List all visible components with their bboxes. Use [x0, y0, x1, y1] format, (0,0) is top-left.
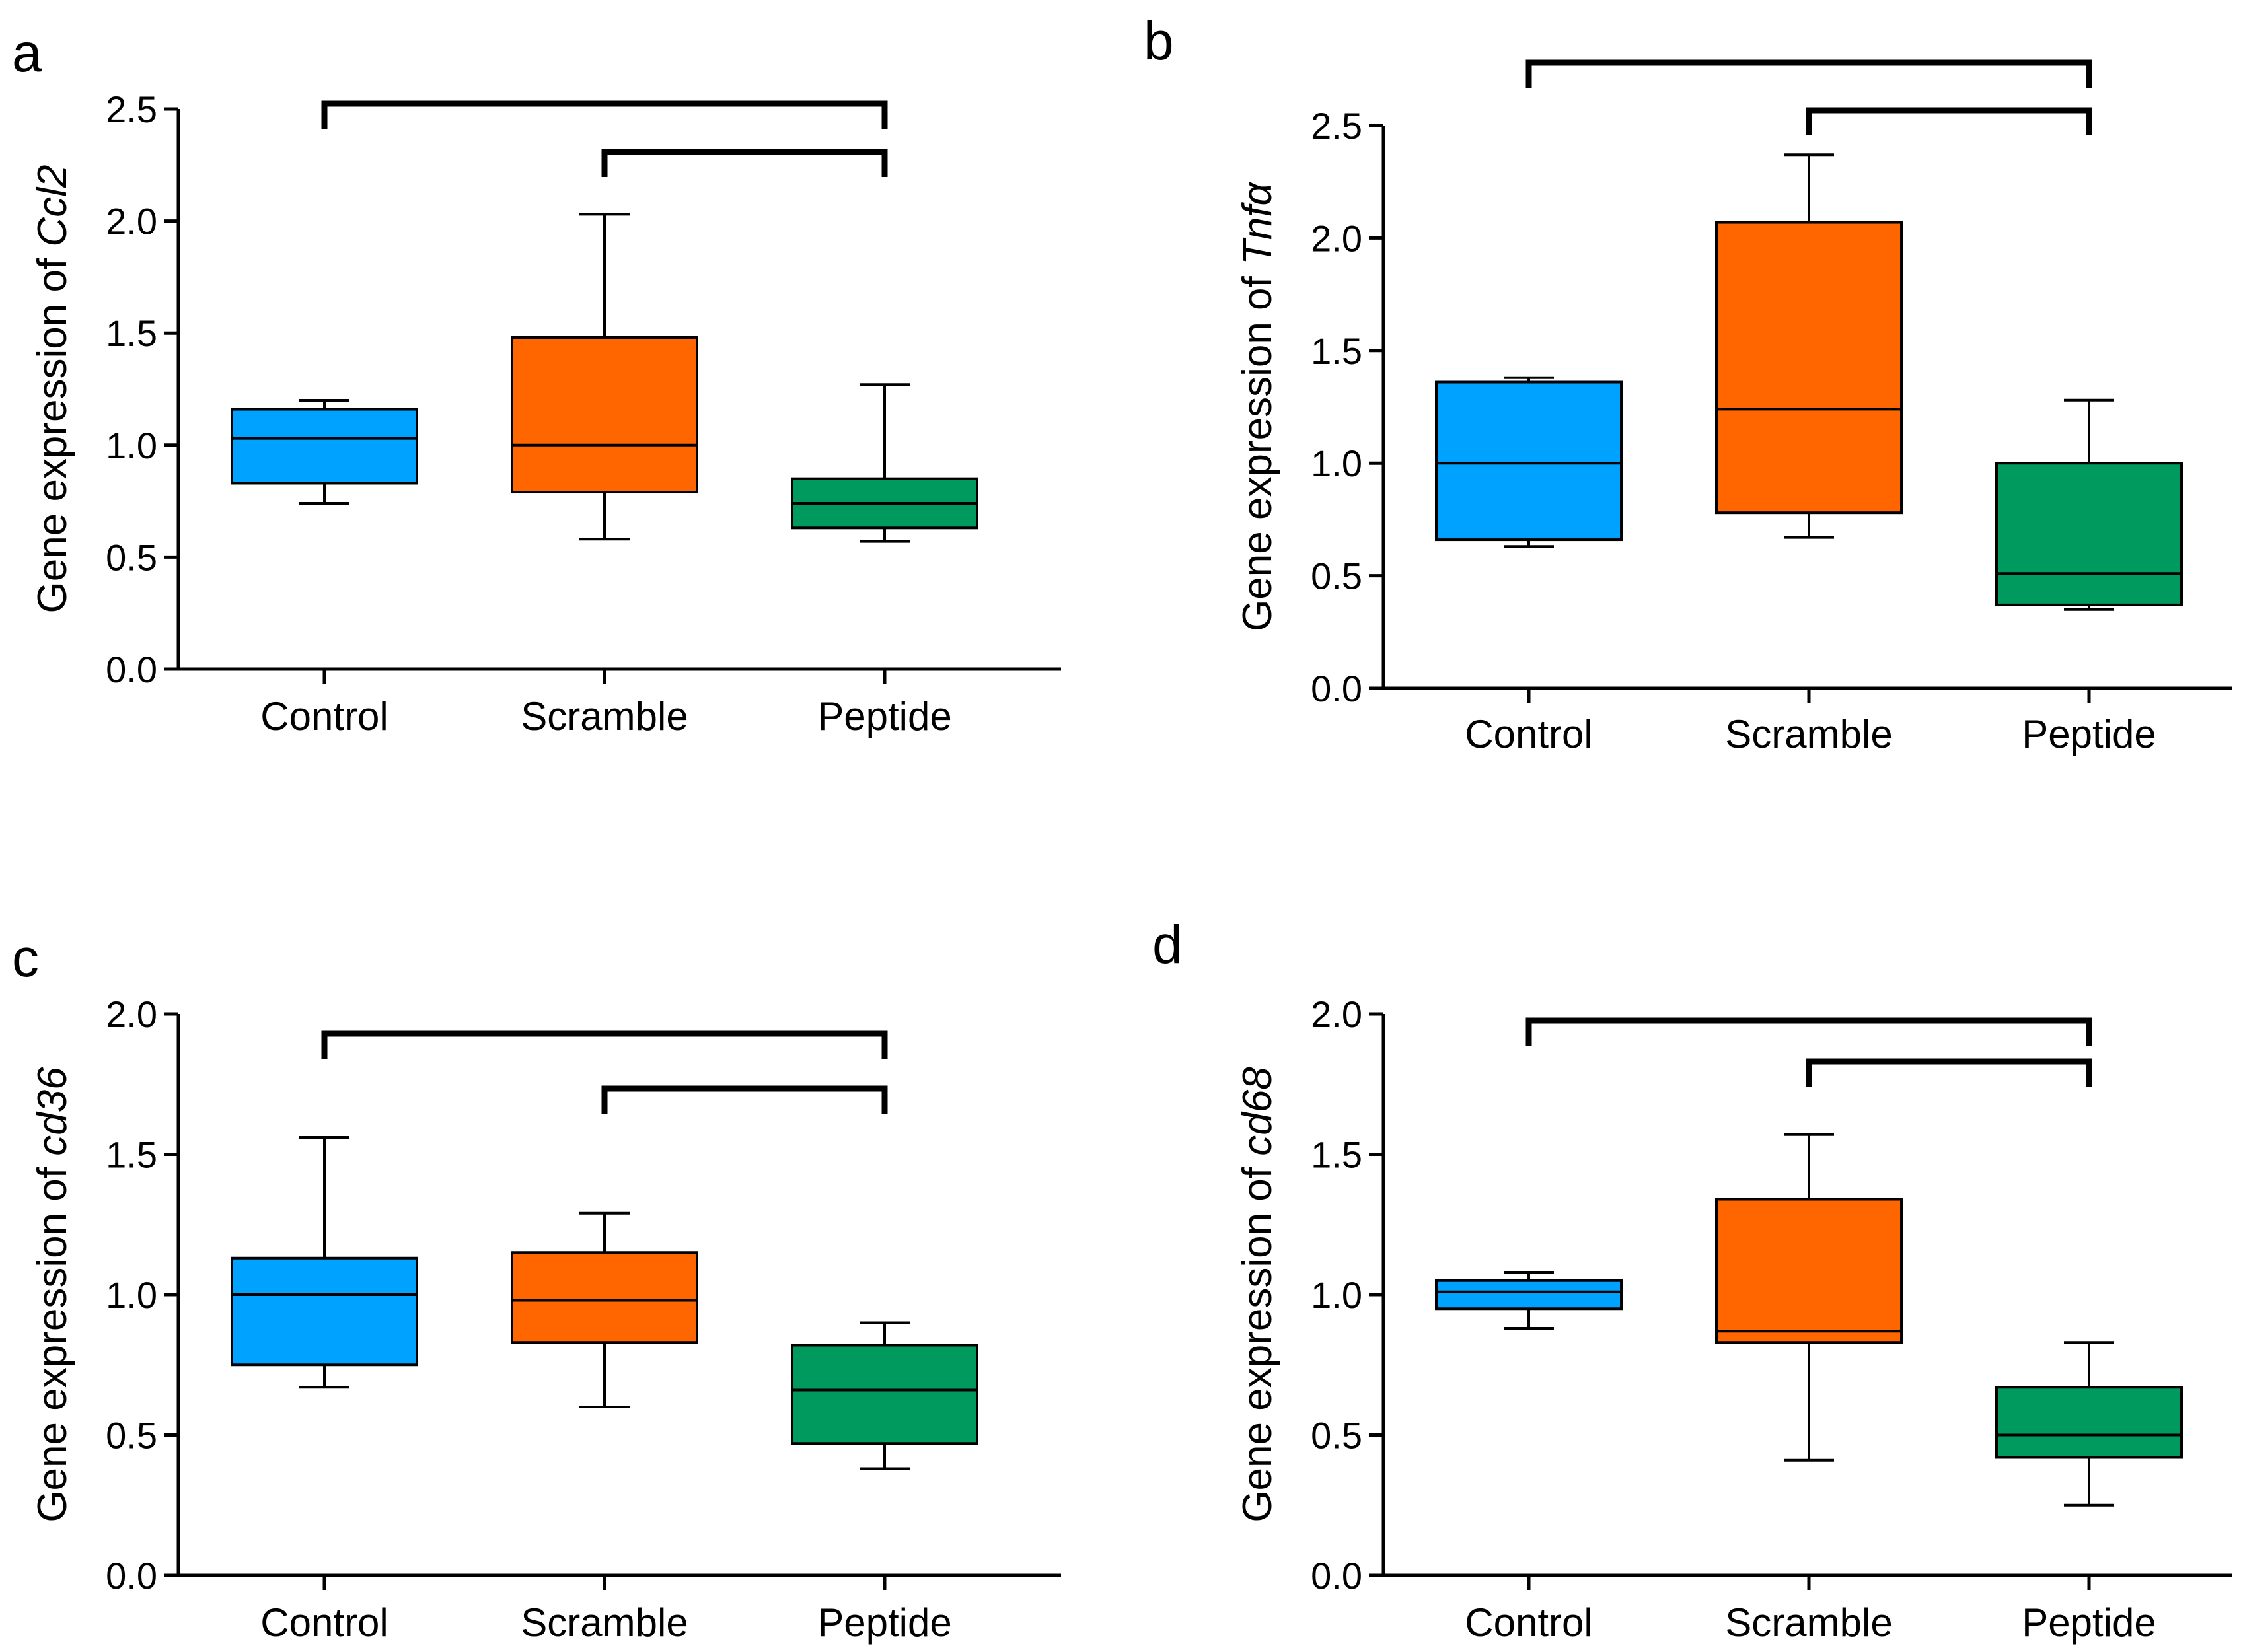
y-tick-label: 1.0 [106, 1274, 157, 1316]
y-axis-label: Gene expression of Tnfα [1235, 181, 1280, 631]
box-control [231, 1136, 418, 1389]
panel-letter-c: c [12, 928, 39, 988]
x-tick-label-scramble: Scramble [521, 1600, 688, 1645]
y-axis-label-gene: Ccl2 [30, 165, 75, 247]
y-tick-label: 1.5 [106, 1134, 157, 1176]
chart-tnfa: 0.0 0.5 1.0 1.5 2.0 2.5 Gene expression of Tnf… [1235, 59, 2232, 756]
box-iqr [511, 1251, 698, 1344]
x-tick-label-control: Control [1465, 712, 1592, 756]
x-tick-label-control: Control [260, 1600, 388, 1645]
box-peptide [1995, 1341, 2183, 1507]
box-iqr [231, 408, 418, 485]
y-tick-label: 0.5 [1311, 1415, 1362, 1456]
box-scramble [1715, 1133, 1903, 1462]
box-scramble [511, 1211, 698, 1408]
box-peptide [791, 383, 978, 543]
y-axis-label-prefix: Gene expression of [30, 1156, 75, 1523]
y-tick-label: 1.5 [106, 312, 157, 354]
y-tick-label: 1.0 [1311, 1274, 1362, 1316]
significance-bracket [1525, 59, 2092, 88]
significance-bracket [321, 100, 888, 129]
significance-bracket [1525, 1017, 2092, 1046]
x-tick-label-scramble: Scramble [1725, 712, 1892, 756]
chart-cd68: 0.0 0.5 1.0 1.5 2.0 Gene expression of cd68 Co… [1235, 993, 2232, 1645]
y-tick-label: 2.5 [1311, 105, 1362, 147]
box-peptide [791, 1321, 978, 1470]
x-tick-label-scramble: Scramble [1725, 1600, 1892, 1645]
box-iqr [1715, 221, 1903, 515]
panel-letter-a: a [12, 23, 42, 83]
x-tick-label-control: Control [260, 694, 388, 738]
y-axis-label: Gene expression of cd36 [30, 1067, 75, 1523]
y-tick-label: 0.5 [106, 536, 157, 578]
y-tick-label: 0.0 [106, 1555, 157, 1597]
x-tick-label-control: Control [1465, 1600, 1592, 1645]
panel-letter-b: b [1144, 11, 1174, 71]
box-control [1435, 1271, 1623, 1330]
x-tick-label-peptide: Peptide [2022, 1600, 2156, 1645]
x-tick-label-peptide: Peptide [817, 1600, 952, 1645]
significance-bracket [1806, 1058, 2092, 1087]
x-tick-label-peptide: Peptide [817, 694, 952, 738]
y-axis-label: Gene expression of Ccl2 [30, 165, 75, 614]
y-tick-label: 1.0 [1311, 443, 1362, 484]
box-control [1435, 376, 1623, 548]
box-iqr [1435, 1279, 1623, 1311]
chart-ccl2: 0.0 0.5 1.0 1.5 2.0 2.5 Gene expression of Ccl… [30, 89, 1061, 738]
y-tick-label: 2.0 [106, 201, 157, 242]
y-tick-label: 0.0 [106, 649, 157, 690]
panel-b: b 0.0 0.5 1.0 1.5 2.0 2.5 Gene expression of T… [1120, 0, 2241, 826]
y-axis-label: Gene expression of cd68 [1235, 1067, 1280, 1523]
y-axis-label-gene: cd68 [1235, 1067, 1280, 1156]
box-iqr [1715, 1198, 1903, 1344]
y-tick-label: 2.0 [106, 993, 157, 1035]
y-tick-label: 1.0 [106, 425, 157, 466]
panel-c: c 0.0 0.5 1.0 1.5 2.0 Gene expression of cd36… [0, 826, 1120, 1652]
y-tick-label: 0.5 [106, 1415, 157, 1456]
x-tick-label-peptide: Peptide [2022, 712, 2156, 756]
box-iqr [1995, 462, 2183, 606]
panel-letter-d: d [1152, 915, 1183, 975]
y-axis-label-prefix: Gene expression of [30, 247, 75, 614]
significance-bracket [321, 1030, 888, 1059]
y-tick-label: 0.0 [1311, 1555, 1362, 1597]
x-tick-label-scramble: Scramble [521, 694, 688, 738]
significance-bracket [1806, 107, 2092, 135]
y-axis-label-prefix: Gene expression of [1235, 265, 1280, 631]
box-iqr [1995, 1386, 2183, 1459]
y-axis-label-gene: Tnfα [1235, 181, 1280, 265]
y-axis-label-gene: cd36 [30, 1067, 75, 1156]
box-control [231, 398, 418, 505]
y-tick-label: 1.5 [1311, 1134, 1362, 1176]
chart-cd36: 0.0 0.5 1.0 1.5 2.0 Gene expression of cd36 Co… [30, 993, 1061, 1645]
y-tick-label: 2.0 [1311, 217, 1362, 259]
box-iqr [511, 336, 698, 494]
box-scramble [1715, 153, 1903, 539]
box-iqr [231, 1256, 418, 1367]
y-tick-label: 2.5 [106, 89, 157, 130]
box-iqr [791, 1344, 978, 1445]
box-peptide [1995, 398, 2183, 611]
box-iqr [1435, 380, 1623, 542]
y-tick-label: 0.0 [1311, 668, 1362, 709]
panel-a: a 0.0 0.5 1.0 1.5 2.0 2.5 Gene expression of C… [0, 0, 1120, 826]
significance-bracket [601, 149, 888, 177]
box-scramble [511, 213, 698, 541]
y-axis-label-prefix: Gene expression of [1235, 1156, 1280, 1523]
y-tick-label: 1.5 [1311, 330, 1362, 372]
significance-bracket [601, 1085, 888, 1114]
y-tick-label: 2.0 [1311, 993, 1362, 1035]
y-tick-label: 0.5 [1311, 556, 1362, 597]
panel-d: d 0.0 0.5 1.0 1.5 2.0 Gene expression of cd68… [1120, 826, 2241, 1652]
